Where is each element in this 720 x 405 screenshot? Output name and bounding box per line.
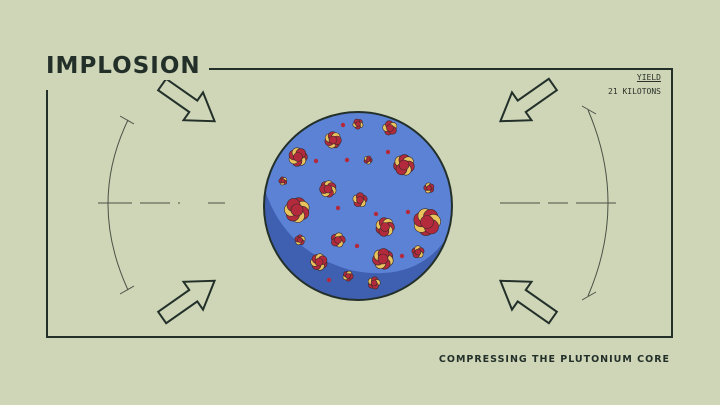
nucleus xyxy=(367,276,381,290)
neutron-dot xyxy=(385,149,391,155)
nucleus xyxy=(372,248,394,270)
neutron-dot xyxy=(399,253,405,259)
neutron-dot xyxy=(354,243,360,249)
caption: COMPRESSING THE PLUTONIUM CORE xyxy=(438,354,670,365)
nucleus xyxy=(375,217,395,237)
neutron-dot xyxy=(340,122,346,128)
nucleus xyxy=(324,131,342,149)
left-bracket xyxy=(98,115,225,295)
nucleus xyxy=(310,253,328,271)
nucleus xyxy=(382,120,398,136)
yield-value: 21 KILOTONS xyxy=(608,87,661,96)
neutron-dot xyxy=(344,157,350,163)
nucleus xyxy=(294,234,306,246)
frame-border xyxy=(46,68,673,338)
page-title: IMPLOSION xyxy=(46,52,209,80)
arrow-bottom-left xyxy=(156,279,217,325)
nucleus xyxy=(278,176,288,186)
neutron-dot xyxy=(405,209,411,215)
nucleus xyxy=(423,182,435,194)
nucleus xyxy=(330,232,346,248)
nuclei-group xyxy=(278,118,441,290)
neutron-dot xyxy=(373,211,379,217)
nucleus xyxy=(342,270,354,282)
right-bracket xyxy=(500,105,620,301)
nucleus xyxy=(319,180,337,198)
nucleus xyxy=(393,154,415,176)
yield-label: YIELD xyxy=(636,73,661,82)
nucleus xyxy=(413,208,441,236)
arrow-bottom-right xyxy=(498,279,559,325)
nucleus xyxy=(284,197,310,223)
neutron-dot xyxy=(313,158,319,164)
nucleus xyxy=(352,118,364,130)
arrow-top-left xyxy=(156,77,217,123)
nucleus xyxy=(288,147,308,167)
arrow-top-right xyxy=(498,77,559,123)
nucleus xyxy=(363,155,373,165)
nucleus xyxy=(411,245,425,259)
neutron-dot xyxy=(326,277,332,283)
nucleus xyxy=(352,192,368,208)
neutron-dot xyxy=(335,205,341,211)
